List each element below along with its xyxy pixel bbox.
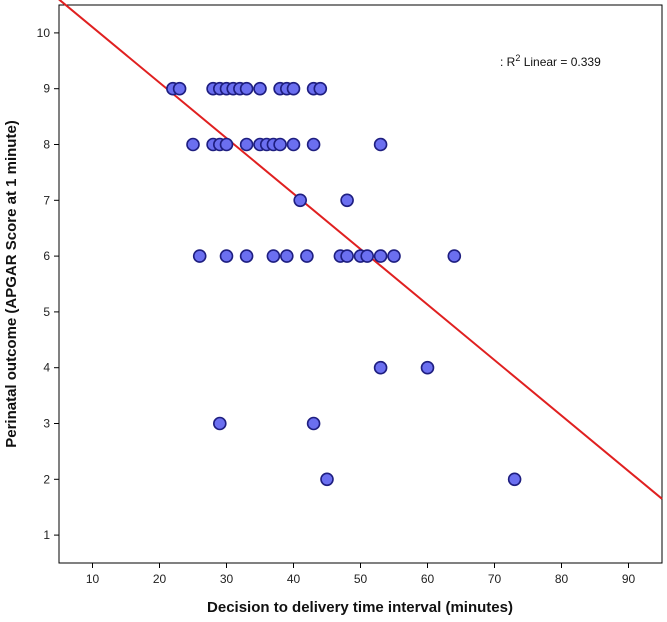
y-tick-label: 6 — [43, 249, 50, 263]
data-point — [300, 249, 314, 263]
data-point — [313, 81, 328, 96]
x-tick-label: 40 — [287, 572, 301, 586]
data-point — [253, 81, 267, 96]
x-tick-label: 10 — [86, 572, 100, 586]
data-point — [219, 137, 234, 152]
y-tick-label: 1 — [43, 528, 50, 542]
data-point — [373, 360, 388, 375]
data-point — [213, 416, 227, 431]
x-tick-label: 20 — [153, 572, 167, 586]
x-tick-label: 50 — [354, 572, 368, 586]
data-point — [306, 416, 321, 431]
y-tick-label: 7 — [43, 193, 50, 207]
y-tick-label: 2 — [43, 472, 50, 486]
x-tick-label: 80 — [555, 572, 569, 586]
x-axis-title: Decision to delivery time interval (minu… — [207, 599, 513, 616]
data-point — [387, 249, 401, 263]
data-point — [340, 249, 354, 263]
x-tick-label: 70 — [488, 572, 502, 586]
y-tick-label: 5 — [43, 305, 50, 319]
data-point — [293, 193, 308, 208]
regression-line — [58, 0, 663, 500]
data-point — [279, 249, 294, 263]
data-point — [239, 81, 254, 96]
y-tick-label: 8 — [43, 138, 50, 152]
data-point — [420, 360, 435, 375]
data-point — [266, 249, 281, 263]
r-squared-annotation: : R2 Linear = 0.339 — [500, 53, 601, 69]
data-point — [286, 81, 301, 96]
data-point — [507, 472, 522, 487]
y-tick-label: 10 — [37, 26, 51, 40]
data-point — [239, 249, 254, 263]
y-tick-label: 3 — [43, 417, 50, 431]
y-axis-title: Perinatal outcome (APGAR Score at 1 minu… — [3, 120, 20, 448]
data-point — [447, 249, 462, 263]
data-point — [373, 137, 388, 152]
data-point — [286, 137, 301, 152]
data-point — [192, 249, 207, 263]
data-point — [360, 249, 375, 263]
data-point — [373, 249, 388, 263]
y-tick-label: 9 — [43, 82, 50, 96]
data-point — [186, 137, 200, 152]
x-tick-label: 90 — [622, 572, 636, 586]
x-tick-label: 60 — [421, 572, 435, 586]
data-point — [239, 137, 254, 152]
data-point — [273, 137, 287, 152]
x-tick-label: 30 — [220, 572, 234, 586]
data-point — [172, 81, 187, 96]
data-point — [320, 472, 334, 487]
data-point — [306, 137, 321, 152]
data-point — [340, 193, 354, 208]
y-tick-label: 4 — [43, 361, 50, 375]
data-point — [219, 249, 234, 263]
